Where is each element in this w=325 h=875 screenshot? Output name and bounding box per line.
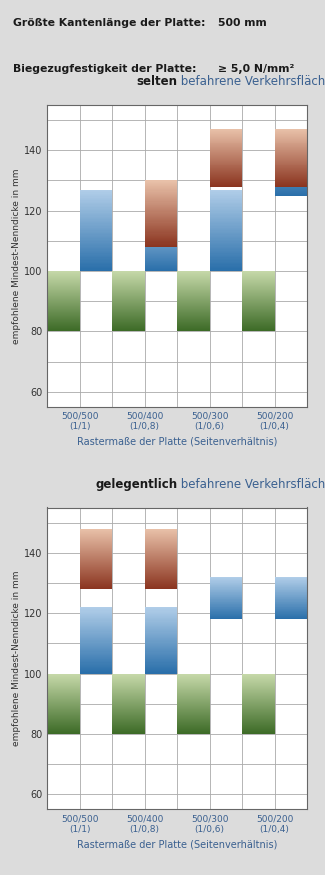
Text: gelegentlich: gelegentlich: [95, 478, 177, 491]
Text: befahrene Verkehrsflächen: befahrene Verkehrsflächen: [177, 478, 325, 491]
X-axis label: Rastermaße der Platte (Seitenverhältnis): Rastermaße der Platte (Seitenverhältnis): [77, 437, 277, 447]
Text: befahrene Verkehrsflächen: befahrene Verkehrsflächen: [177, 75, 325, 88]
Y-axis label: empfohlene Mindest-Nenndicke in mm: empfohlene Mindest-Nenndicke in mm: [12, 570, 21, 746]
Text: 500 mm: 500 mm: [218, 18, 266, 28]
Text: ≥ 5,0 N/mm²: ≥ 5,0 N/mm²: [218, 64, 294, 74]
Text: Biegezugfestigkeit der Platte:: Biegezugfestigkeit der Platte:: [13, 64, 197, 74]
Y-axis label: empfohlene Mindest-Nenndicke in mm: empfohlene Mindest-Nenndicke in mm: [12, 168, 21, 344]
X-axis label: Rastermaße der Platte (Seitenverhältnis): Rastermaße der Platte (Seitenverhältnis): [77, 839, 277, 850]
Text: Größte Kantenlänge der Platte:: Größte Kantenlänge der Platte:: [13, 18, 205, 28]
Text: selten: selten: [136, 75, 177, 88]
